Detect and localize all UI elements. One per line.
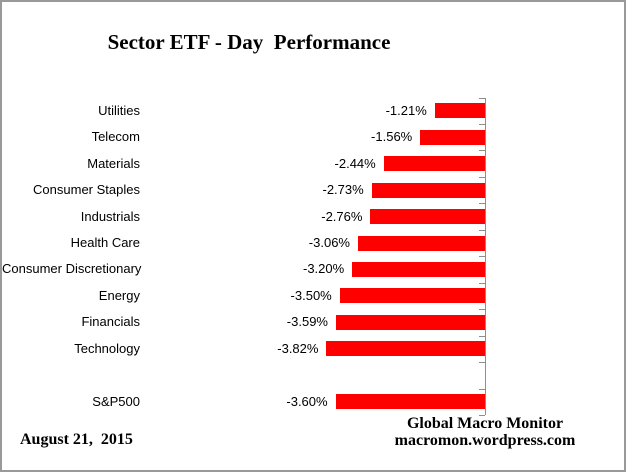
date-label: August 21, 2015 — [20, 431, 133, 448]
category-label: Utilities — [98, 102, 140, 118]
category-label: Industrials — [80, 208, 140, 224]
axis-tick — [479, 415, 485, 417]
value-label: -2.73% — [322, 182, 364, 198]
bar — [371, 182, 485, 198]
axis-tick — [479, 123, 485, 125]
axis-tick — [479, 335, 485, 337]
value-label: -3.82% — [277, 340, 319, 356]
value-label: -3.59% — [286, 314, 328, 330]
axis-tick — [479, 229, 485, 231]
axis-tick — [479, 309, 485, 311]
credit-block: Global Macro Monitor macromon.wordpress.… — [335, 415, 624, 449]
category-label: Consumer Staples — [33, 182, 140, 198]
bar — [420, 129, 485, 145]
axis-tick — [479, 388, 485, 390]
category-label: Health Care — [70, 235, 140, 251]
credit-line-1: Global Macro Monitor — [406, 415, 564, 432]
category-axis-line — [485, 97, 486, 416]
value-label: -3.50% — [290, 287, 332, 303]
category-label: Telecom — [91, 129, 140, 145]
bar — [434, 103, 485, 119]
axis-tick — [479, 362, 485, 364]
value-label: -3.06% — [308, 235, 350, 251]
category-label: Consumer Discretionary — [2, 261, 142, 277]
category-label: Energy — [98, 287, 140, 303]
axis-tick — [479, 97, 485, 99]
axis-tick — [479, 176, 485, 178]
value-label: -3.20% — [302, 261, 345, 277]
bar — [370, 209, 485, 225]
chart-title: Sector ETF - Day Performance — [107, 30, 391, 54]
axis-tick — [479, 282, 485, 284]
bar — [335, 394, 485, 410]
axis-tick — [479, 256, 485, 258]
bar — [383, 156, 485, 172]
value-label: -2.76% — [321, 208, 363, 224]
value-label: -3.60% — [286, 393, 328, 409]
value-label: -1.21% — [385, 102, 427, 118]
bar — [336, 314, 485, 330]
bar — [326, 341, 485, 357]
category-label: Financials — [81, 314, 140, 330]
axis-tick — [479, 150, 485, 152]
value-label: -2.44% — [334, 155, 376, 171]
credit-line-2: macromon.wordpress.com — [394, 432, 576, 449]
bar — [339, 288, 485, 304]
bar — [352, 261, 485, 277]
axis-tick — [479, 203, 485, 205]
bar — [358, 235, 485, 251]
category-label: Materials — [87, 155, 140, 171]
value-label: -1.56% — [371, 129, 413, 145]
category-label: S&P500 — [92, 393, 140, 409]
category-label: Technology — [74, 340, 140, 356]
